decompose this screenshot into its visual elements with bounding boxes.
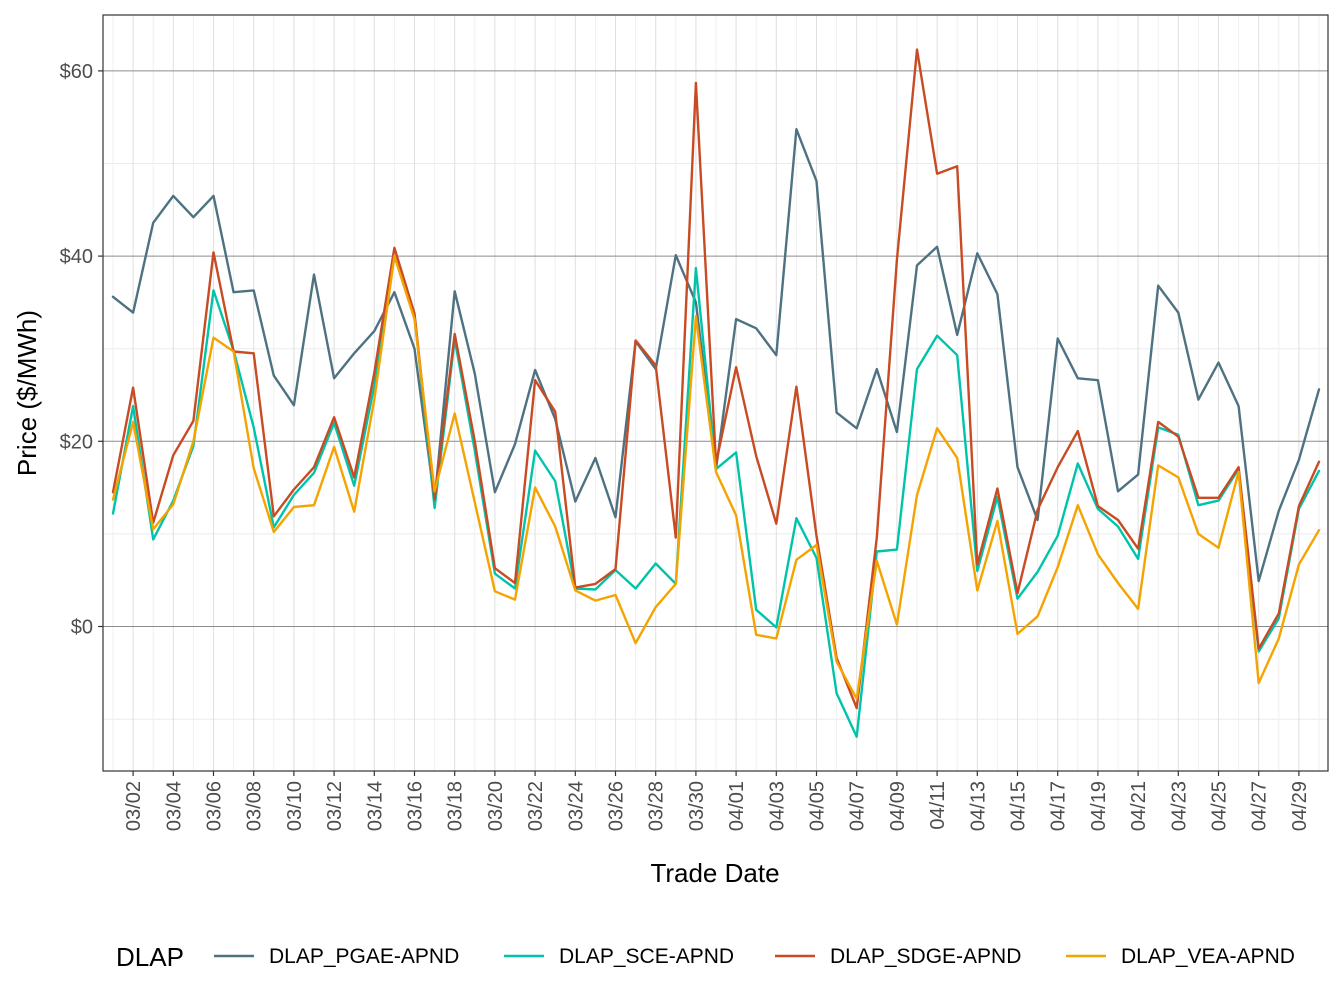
series-line-DLAP_VEA-APND — [111, 254, 1321, 700]
x-tick-label: 04/01 — [726, 781, 748, 831]
y-tick-label: $20 — [60, 431, 93, 453]
x-tick-label: 04/13 — [967, 781, 989, 831]
x-tick-label: 03/16 — [405, 781, 427, 831]
x-tick-label: 03/12 — [324, 781, 346, 831]
y-tick-label: $0 — [71, 617, 93, 639]
x-tick-label: 03/22 — [525, 781, 547, 831]
y-axis: $0 $20 $40 $60 — [60, 61, 103, 639]
x-tick-label: 03/10 — [284, 781, 306, 831]
panel-border — [102, 14, 1329, 772]
legend-label-DLAP_SCE-APND: DLAP_SCE-APND — [559, 945, 734, 968]
x-tick-label: 04/21 — [1128, 781, 1150, 831]
x-tick-label: 03/08 — [244, 781, 266, 831]
legend-items: DLAP_PGAE-APND DLAP_SCE-APND DLAP_SDGE-APN… — [214, 945, 1295, 968]
x-tick-label: 04/27 — [1249, 781, 1271, 831]
legend: DLAP DLAP_PGAE-APND DLAP_SCE-APND DLAP_SDG… — [116, 942, 1295, 972]
x-tick-label: 04/23 — [1168, 781, 1190, 831]
y-tick-label: $40 — [60, 246, 93, 268]
x-tick-label: 03/18 — [445, 781, 467, 831]
minor-gridlines — [103, 15, 1328, 771]
x-tick-label: 03/26 — [606, 781, 628, 831]
x-tick-label: 03/30 — [686, 781, 708, 831]
x-tick-label: 04/07 — [847, 781, 869, 831]
legend-title: DLAP — [116, 942, 184, 972]
x-axis-title: Trade Date — [650, 858, 779, 888]
x-axis: 03/02 03/04 03/06 03/08 03/10 03/12 03/14 03/16… — [123, 771, 1311, 831]
y-tick-label: $60 — [60, 61, 93, 83]
legend-label-DLAP_VEA-APND: DLAP_VEA-APND — [1121, 945, 1295, 968]
x-tick-label: 03/20 — [485, 781, 507, 831]
x-tick-label: 04/03 — [766, 781, 788, 831]
x-tick-label: 04/15 — [1008, 781, 1030, 831]
x-tick-label: 03/06 — [204, 781, 226, 831]
x-tick-label: 04/29 — [1289, 781, 1311, 831]
major-gridlines — [103, 70, 1328, 627]
x-tick-label: 03/24 — [565, 781, 587, 831]
legend-label-DLAP_PGAE-APND: DLAP_PGAE-APND — [269, 945, 459, 968]
legend-label-DLAP_SDGE-APND: DLAP_SDGE-APND — [830, 945, 1021, 968]
x-tick-label: 03/04 — [163, 781, 185, 831]
x-tick-label: 04/25 — [1209, 781, 1231, 831]
x-tick-label: 03/14 — [364, 781, 386, 831]
y-axis-title: Price ($/MWh) — [12, 310, 42, 476]
x-tick-label: 03/02 — [123, 781, 145, 831]
x-tick-label: 03/28 — [646, 781, 668, 831]
x-tick-label: 04/09 — [887, 781, 909, 831]
x-tick-label: 04/11 — [927, 781, 949, 830]
x-tick-label: 04/05 — [807, 781, 829, 831]
series-lines — [111, 48, 1321, 738]
x-tick-label: 04/17 — [1048, 781, 1070, 831]
x-tick-label: 04/19 — [1088, 781, 1110, 831]
